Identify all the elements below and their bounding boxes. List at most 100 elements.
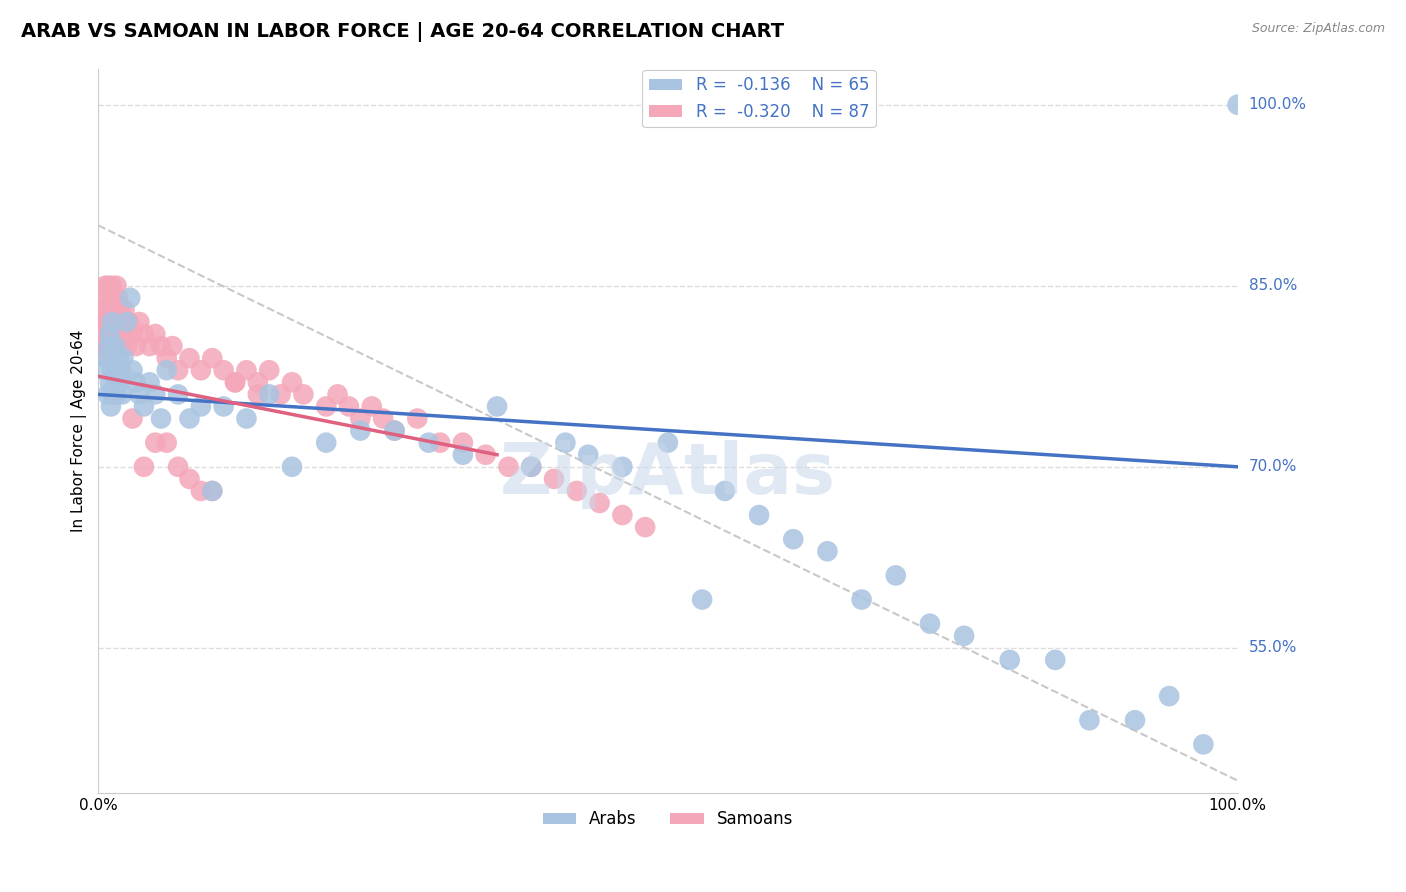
Point: [107, 291, 129, 305]
Point: [612, 459, 634, 474]
Point: [451, 448, 474, 462]
Point: [543, 472, 565, 486]
Point: [179, 411, 201, 425]
Point: [1159, 689, 1181, 703]
Text: 100.0%: 100.0%: [1249, 97, 1306, 112]
Point: [748, 508, 770, 522]
Point: [138, 339, 160, 353]
Point: [104, 339, 127, 353]
Point: [118, 315, 141, 329]
Point: [103, 351, 125, 366]
Point: [270, 387, 292, 401]
Point: [815, 544, 838, 558]
Y-axis label: In Labor Force | Age 20-64: In Labor Force | Age 20-64: [72, 329, 87, 532]
Point: [281, 459, 304, 474]
Point: [107, 339, 129, 353]
Text: ZipAtlas: ZipAtlas: [501, 440, 837, 508]
Point: [373, 411, 395, 425]
Point: [406, 411, 429, 425]
Point: [167, 459, 190, 474]
Point: [108, 326, 131, 341]
Point: [101, 315, 124, 329]
Point: [138, 376, 160, 390]
Point: [91, 315, 114, 329]
Point: [101, 291, 124, 305]
Point: [105, 387, 128, 401]
Point: [101, 363, 124, 377]
Text: 70.0%: 70.0%: [1249, 459, 1296, 475]
Point: [565, 483, 588, 498]
Point: [98, 326, 121, 341]
Point: [520, 459, 543, 474]
Point: [96, 387, 118, 401]
Point: [349, 411, 371, 425]
Point: [451, 435, 474, 450]
Point: [96, 339, 118, 353]
Point: [98, 291, 121, 305]
Point: [96, 302, 118, 317]
Point: [998, 653, 1021, 667]
Point: [105, 278, 128, 293]
Point: [349, 424, 371, 438]
Point: [156, 435, 179, 450]
Point: [143, 435, 166, 450]
Point: [520, 459, 543, 474]
Point: [132, 459, 155, 474]
Point: [201, 483, 224, 498]
Point: [100, 339, 122, 353]
Point: [167, 387, 190, 401]
Point: [125, 339, 148, 353]
Point: [851, 592, 873, 607]
Point: [97, 315, 120, 329]
Point: [125, 376, 148, 390]
Point: [103, 315, 125, 329]
Point: [498, 459, 520, 474]
Point: [105, 315, 128, 329]
Point: [337, 400, 360, 414]
Point: [143, 387, 166, 401]
Point: [100, 302, 122, 317]
Point: [156, 351, 179, 366]
Point: [201, 351, 224, 366]
Point: [162, 339, 184, 353]
Point: [98, 326, 121, 341]
Point: [1078, 713, 1101, 727]
Point: [224, 376, 246, 390]
Point: [418, 435, 440, 450]
Point: [292, 387, 315, 401]
Text: 85.0%: 85.0%: [1249, 278, 1296, 293]
Point: [115, 315, 138, 329]
Point: [121, 363, 143, 377]
Point: [96, 315, 118, 329]
Point: [101, 278, 124, 293]
Point: [612, 508, 634, 522]
Point: [179, 472, 201, 486]
Point: [429, 435, 451, 450]
Point: [326, 387, 349, 401]
Point: [212, 363, 235, 377]
Point: [190, 400, 212, 414]
Point: [1123, 713, 1146, 727]
Point: [94, 326, 117, 341]
Point: [128, 315, 150, 329]
Point: [315, 435, 337, 450]
Point: [94, 278, 117, 293]
Point: [246, 376, 269, 390]
Point: [107, 363, 129, 377]
Point: [246, 387, 269, 401]
Point: [201, 483, 224, 498]
Point: [101, 315, 124, 329]
Point: [150, 411, 173, 425]
Point: [108, 376, 131, 390]
Point: [360, 400, 382, 414]
Point: [190, 483, 212, 498]
Point: [111, 387, 134, 401]
Point: [150, 339, 173, 353]
Point: [257, 363, 280, 377]
Point: [110, 339, 132, 353]
Point: [115, 339, 138, 353]
Point: [108, 351, 131, 366]
Point: [112, 326, 135, 341]
Point: [104, 302, 127, 317]
Point: [167, 363, 190, 377]
